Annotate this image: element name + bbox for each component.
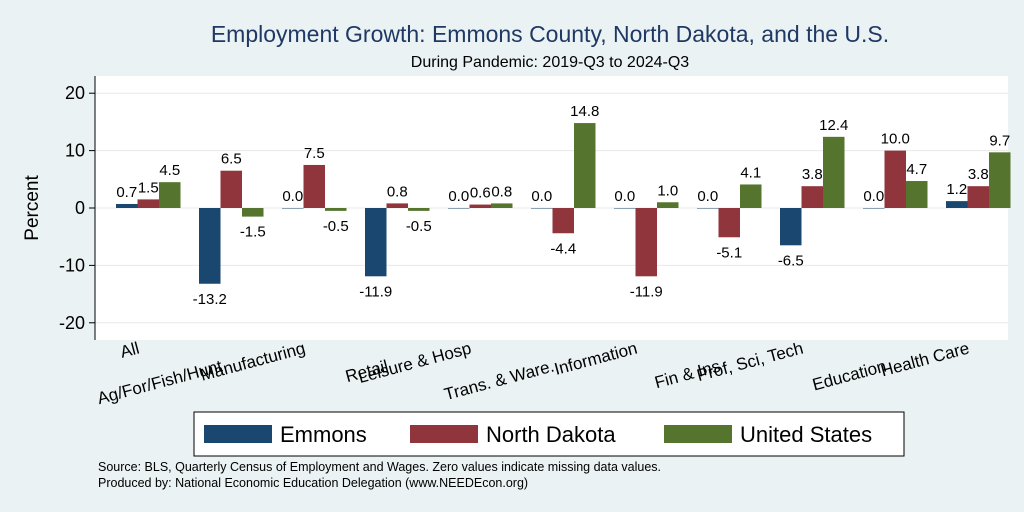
data-label-emmons: -13.2 [193,291,227,308]
data-label-united-states: -1.5 [240,224,266,241]
y-tick-label: -10 [59,255,85,275]
data-label-united-states: 4.5 [159,162,180,179]
data-label-emmons: 0.0 [863,188,884,205]
y-axis: -20 -10 0 10 20 [59,76,96,340]
bar-north-dakota [801,186,823,208]
bar-united-states [740,184,762,208]
data-label-north-dakota: 1.5 [138,179,159,196]
legend-swatch-north-dakota [410,425,478,443]
data-label-north-dakota: -11.9 [630,283,663,300]
legend-swatch-emmons [204,425,272,443]
chart-subtitle: During Pandemic: 2019-Q3 to 2024-Q3 [411,54,689,71]
data-label-united-states: -0.5 [323,218,349,235]
bar-north-dakota [137,199,159,208]
bar-united-states [823,136,845,208]
data-label-north-dakota: 3.8 [968,166,989,183]
bar-emmons [365,208,387,277]
legend-label-united-states: United States [740,422,872,447]
bar-united-states [408,208,430,211]
bar-north-dakota [552,208,574,234]
legend-swatch-united-states [664,425,732,443]
bar-emmons [282,208,304,209]
bar-north-dakota [718,208,740,238]
bar-north-dakota [220,170,242,208]
data-label-north-dakota: 0.6 [470,185,491,202]
x-tick-label: Trans. & Ware. [442,357,556,405]
data-label-united-states: -0.5 [406,218,432,235]
data-label-emmons: 0.0 [697,188,718,205]
data-label-united-states: 1.0 [657,182,678,199]
data-label-north-dakota: -4.4 [550,240,576,257]
bar-emmons [614,208,636,209]
x-tick-label: Manufacturing [198,339,307,385]
data-label-emmons: 0.0 [282,188,303,205]
data-label-united-states: 0.8 [491,183,512,200]
bar-united-states [242,208,264,217]
data-label-united-states: 14.8 [570,103,599,120]
bar-emmons [946,201,968,208]
bar-united-states [906,181,928,208]
bar-emmons [863,208,885,209]
data-label-north-dakota: -5.1 [716,244,742,261]
y-tick-label: 10 [65,141,85,161]
x-tick-label: Education [810,357,888,395]
legend: Emmons North Dakota United States [193,411,905,457]
data-label-north-dakota: 0.8 [387,183,408,200]
data-label-north-dakota: 7.5 [304,145,325,162]
x-tick-label: Prof, Sci, Tech [695,339,805,386]
bar-emmons [531,208,553,209]
bar-united-states [657,202,679,208]
bar-emmons [780,208,802,246]
bar-north-dakota [469,204,491,208]
bar-united-states [491,203,513,208]
y-axis-title: Percent [22,175,43,241]
data-label-north-dakota: 10.0 [881,131,910,148]
bar-north-dakota [884,150,906,208]
bar-united-states [325,208,347,211]
data-label-emmons: -11.9 [359,283,392,300]
bar-emmons [199,208,221,284]
data-label-emmons: 1.2 [946,181,967,198]
bar-north-dakota [967,186,989,208]
legend-label-emmons: Emmons [280,422,367,447]
x-tick-label: Health Care [879,339,972,381]
bar-united-states [989,152,1011,208]
data-label-united-states: 9.7 [989,132,1010,149]
data-label-united-states: 12.4 [819,117,848,134]
legend-label-north-dakota: North Dakota [486,422,616,447]
legend-box [193,411,905,457]
data-label-emmons: 0.0 [448,188,469,205]
bar-north-dakota [386,203,408,208]
data-label-emmons: 0.0 [614,188,635,205]
bar-united-states [574,123,596,208]
data-label-north-dakota: 6.5 [221,151,242,168]
y-tick-label: 20 [65,83,85,103]
data-label-united-states: 4.1 [740,164,761,181]
bar-north-dakota [303,164,325,208]
data-label-emmons: 0.0 [531,188,552,205]
bar-emmons [448,208,470,209]
source-note: Source: BLS, Quarterly Census of Employm… [98,460,661,474]
y-tick-label: 0 [75,198,85,218]
produced-by-note: Produced by: National Economic Education… [98,476,528,490]
data-labels: 0.7 1.54.5 -13.2 6.5 -1.5 0.0 7.5 -0.5 -11.9 0.8 -… [116,103,1010,308]
chart-title: Employment Growth: Emmons County, North … [211,21,889,47]
x-tick-label: All [118,339,141,362]
data-label-united-states: 4.7 [906,161,927,178]
data-label-emmons: -6.5 [778,252,804,269]
data-label-north-dakota: 3.8 [802,166,823,183]
bar-united-states [159,182,181,208]
y-tick-label: -20 [59,313,85,333]
bar-emmons [697,208,719,209]
bars [116,123,1011,284]
bar-north-dakota [635,208,657,277]
x-tick-label: Information [552,339,639,379]
bar-emmons [116,203,138,208]
data-label-emmons: 0.7 [116,184,137,201]
